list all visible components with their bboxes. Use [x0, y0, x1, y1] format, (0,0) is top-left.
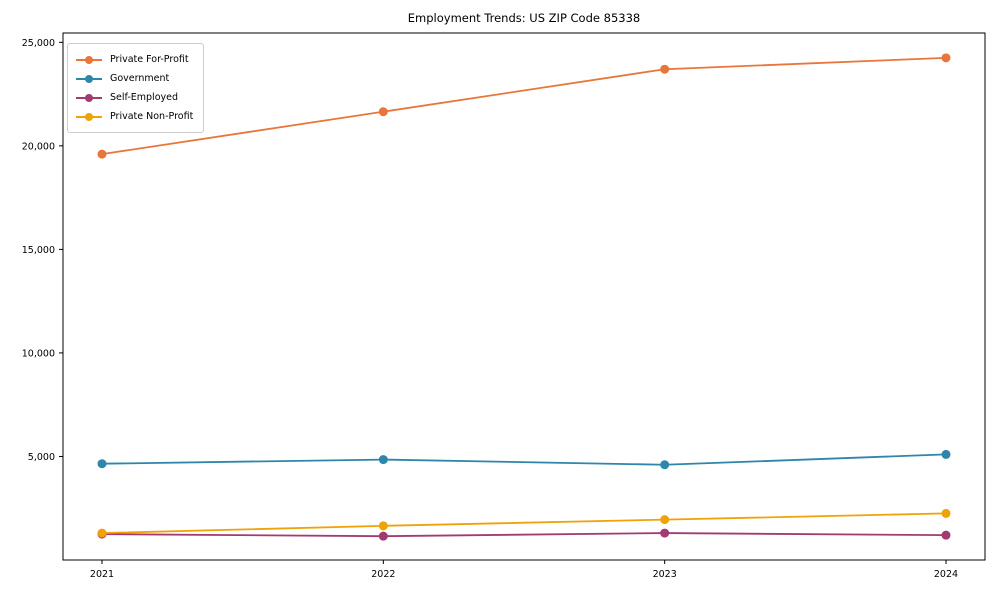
- series-marker-government: [378, 455, 388, 465]
- legend-item-self-employed: Self-Employed: [76, 88, 193, 107]
- series-marker-private-non-profit: [941, 508, 951, 518]
- legend-item-private-for-profit: Private For-Profit: [76, 50, 193, 69]
- series-marker-government: [941, 449, 951, 459]
- series-line-private-for-profit: [101, 56, 947, 156]
- legend-line-marker-icon: [76, 93, 102, 102]
- series-marker-self-employed: [941, 530, 951, 540]
- series-marker-private-for-profit: [660, 64, 670, 74]
- series-line-private-non-profit: [101, 512, 947, 534]
- series-line-government: [101, 453, 947, 466]
- series-line-self-employed: [101, 532, 947, 538]
- x-axis-tick-label: 2023: [653, 569, 677, 580]
- y-axis-tick-label: 25,000: [22, 38, 55, 49]
- series-marker-private-non-profit: [97, 528, 107, 538]
- legend-line-marker-icon: [76, 55, 102, 64]
- legend-label: Private Non-Profit: [110, 111, 194, 122]
- legend: Private For-Profit Government Self-Employe…: [67, 43, 205, 133]
- legend-label: Self-Employed: [110, 92, 179, 103]
- x-axis-tick-label: 2022: [371, 569, 395, 580]
- legend-dot-icon: [85, 112, 93, 121]
- legend-dot-icon: [85, 55, 93, 64]
- legend-line-marker-icon: [76, 74, 102, 83]
- chart-title: Employment Trends: US ZIP Code 85338: [407, 11, 641, 25]
- legend-dot-icon: [85, 93, 93, 102]
- legend-dot-icon: [85, 74, 93, 83]
- legend-line-marker-icon: [76, 112, 102, 121]
- legend-label: Government: [110, 73, 170, 84]
- y-axis-tick-label: 15,000: [22, 245, 55, 256]
- legend-label: Private For-Profit: [110, 54, 189, 65]
- axes-spines: [62, 32, 986, 561]
- series-marker-private-for-profit: [378, 107, 388, 117]
- series-marker-private-non-profit: [378, 521, 388, 531]
- y-axis-tick-label: 5,000: [28, 452, 55, 463]
- x-axis-tick-label: 2021: [90, 569, 114, 580]
- series-marker-private-non-profit: [660, 515, 670, 525]
- series-marker-self-employed: [660, 528, 670, 538]
- x-axis-tick-label: 2024: [934, 569, 958, 580]
- series-marker-government: [97, 459, 107, 469]
- series-marker-private-for-profit: [941, 53, 951, 63]
- legend-item-government: Government: [76, 69, 193, 88]
- y-axis-tick-label: 10,000: [22, 348, 55, 359]
- series-marker-self-employed: [378, 531, 388, 541]
- legend-item-private-non-profit: Private Non-Profit: [76, 107, 193, 126]
- series-marker-government: [660, 460, 670, 470]
- y-axis-tick-label: 20,000: [22, 141, 55, 152]
- series-marker-private-for-profit: [97, 149, 107, 159]
